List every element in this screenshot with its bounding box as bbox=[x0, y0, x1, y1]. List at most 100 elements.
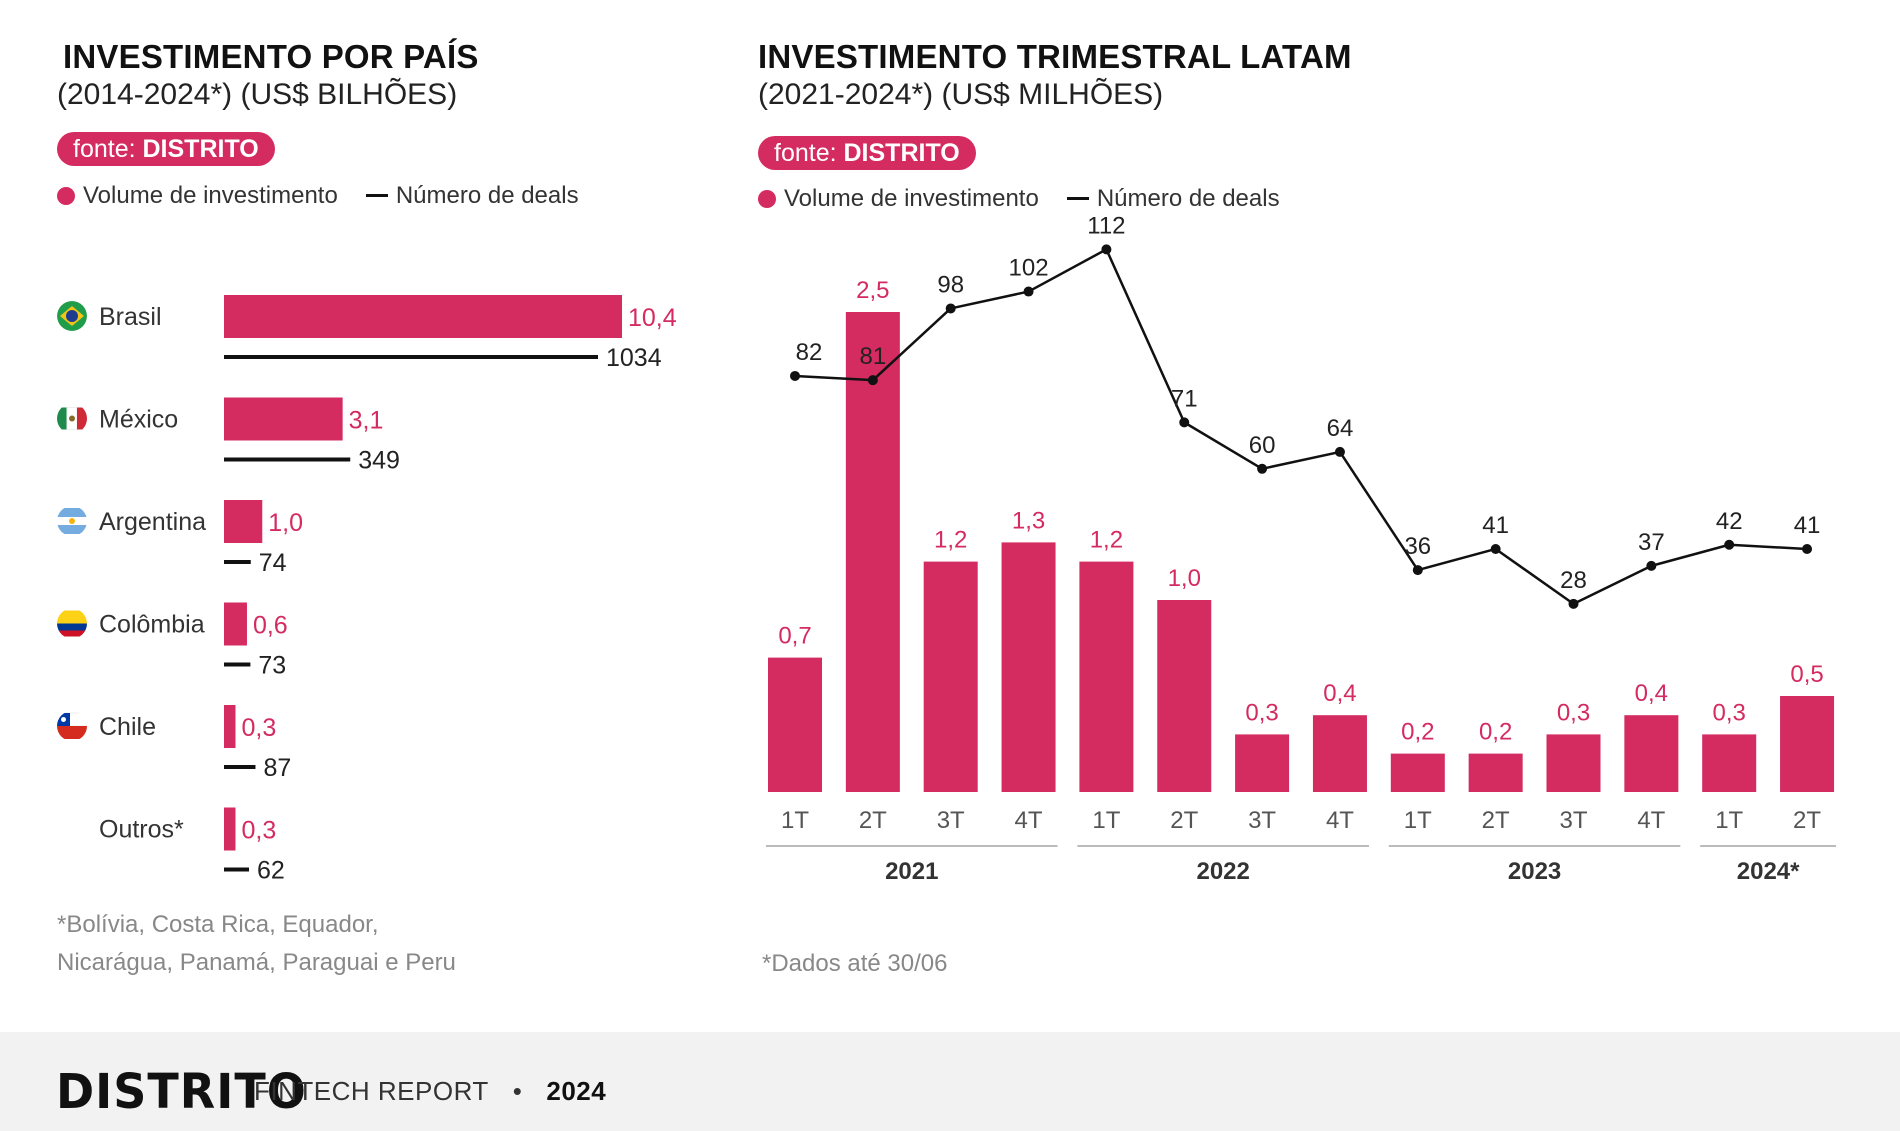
flag-globe bbox=[66, 310, 78, 322]
quarter-volume-label: 0,3 bbox=[1245, 699, 1278, 726]
deals-point bbox=[945, 303, 956, 314]
quarter-volume-label: 1,3 bbox=[1012, 507, 1045, 534]
quarter-volume-label: 0,2 bbox=[1479, 719, 1512, 746]
flag-stripe-blue bbox=[57, 623, 87, 631]
deals-line bbox=[224, 560, 251, 564]
quarter-volume-label: 1,2 bbox=[934, 527, 967, 554]
quarter-tick-label: 4T bbox=[1015, 807, 1043, 834]
deals-value-label: 71 bbox=[1171, 385, 1198, 412]
year-label: 2024* bbox=[1737, 858, 1800, 885]
right-chart-subtitle: (2021-2024*) (US$ MILHÕES) bbox=[758, 78, 1164, 111]
deals-line bbox=[224, 457, 351, 462]
quarter-bar bbox=[1390, 753, 1445, 792]
quarter-tick-label: 1T bbox=[1092, 807, 1120, 834]
deals-point bbox=[1334, 446, 1345, 457]
deals-value-label: 41 bbox=[1482, 512, 1509, 539]
source-prefix: fonte: bbox=[73, 135, 143, 163]
flag-sun bbox=[69, 518, 75, 524]
country-label: Brasil bbox=[99, 303, 162, 331]
volume-value-label: 0,6 bbox=[253, 612, 288, 640]
quarter-volume-label: 0,4 bbox=[1323, 680, 1356, 707]
deals-value-label: 81 bbox=[859, 343, 886, 370]
source-name: DISTRITO bbox=[142, 135, 259, 163]
deals-value-label: 62 bbox=[257, 857, 285, 885]
quarter-volume-label: 0,7 bbox=[778, 623, 811, 650]
quarter-bar bbox=[1235, 734, 1290, 792]
quarter-volume-label: 0,2 bbox=[1401, 719, 1434, 746]
deals-value-label: 37 bbox=[1638, 529, 1665, 556]
quarter-tick-label: 4T bbox=[1326, 807, 1354, 834]
legend-volume-label: Volume de investimento bbox=[784, 185, 1039, 212]
quarter-tick-label: 2T bbox=[859, 807, 887, 834]
legend-deals-label: Número de deals bbox=[1096, 185, 1280, 212]
volume-value-label: 1,0 bbox=[268, 509, 303, 537]
deals-value-label: 82 bbox=[796, 339, 823, 366]
flag-star bbox=[61, 717, 66, 722]
quarter-tick-label: 3T bbox=[1559, 807, 1587, 834]
deals-point bbox=[1101, 244, 1112, 255]
deals-value-label: 102 bbox=[1009, 255, 1049, 282]
colombia-flag-icon bbox=[57, 610, 87, 637]
quarterly-chart: 0,7 1T 2,5 2T 1,2 3T 1,3 4T 1,2 1T 1,0 2T 0,3 3T 0,4 4T… bbox=[766, 212, 1837, 885]
deals-point bbox=[790, 370, 800, 381]
deals-value-label: 64 bbox=[1327, 415, 1354, 442]
left-chart-title: INVESTIMENTO POR PAÍS bbox=[63, 38, 479, 75]
volume-bar bbox=[224, 807, 236, 851]
quarter-tick-label: 1T bbox=[1715, 807, 1743, 834]
legend-line-icon bbox=[365, 194, 388, 197]
quarter-volume-label: 0,4 bbox=[1635, 680, 1668, 707]
quarter-bar bbox=[1702, 734, 1757, 792]
flag-stripe-red bbox=[57, 726, 87, 739]
year-label: 2022 bbox=[1196, 858, 1249, 885]
country-label: Chile bbox=[99, 713, 156, 741]
deals-point bbox=[1646, 560, 1657, 571]
deals-value-label: 36 bbox=[1404, 533, 1431, 560]
footer-year: 2024 bbox=[546, 1076, 607, 1106]
quarter-tick-label: 3T bbox=[1248, 807, 1276, 834]
quarter-tick-label: 4T bbox=[1637, 807, 1665, 834]
footer-separator: • bbox=[512, 1076, 523, 1106]
deals-line bbox=[224, 355, 598, 359]
distrito-logo: DISTRITO bbox=[56, 1062, 307, 1120]
volume-bar bbox=[224, 295, 622, 338]
year-label: 2021 bbox=[885, 858, 938, 885]
flag-stripe-green bbox=[57, 407, 67, 430]
deals-value-label: 74 bbox=[259, 549, 287, 577]
left-legend: Volume de investimento Número de deals bbox=[57, 182, 579, 210]
deals-value-label: 112 bbox=[1087, 212, 1125, 239]
flag-stripe-bottom bbox=[57, 525, 87, 534]
quarter-volume-label: 2,5 bbox=[856, 277, 889, 304]
volume-bar bbox=[224, 397, 343, 441]
quarter-volume-label: 1,2 bbox=[1090, 527, 1123, 554]
quarter-bar bbox=[768, 657, 822, 792]
flag-emblem bbox=[69, 415, 75, 422]
deals-value-label: 1034 bbox=[606, 344, 662, 372]
deals-point bbox=[1490, 543, 1501, 554]
quarter-bar bbox=[845, 312, 900, 792]
quarter-bar bbox=[1546, 734, 1601, 792]
right-source-badge: fonte: DISTRITO bbox=[758, 136, 976, 170]
country-label: México bbox=[99, 406, 178, 434]
quarter-bar bbox=[1001, 542, 1056, 792]
deals-point bbox=[1724, 539, 1735, 550]
flag-stripe-red bbox=[57, 630, 87, 637]
left-source-badge: fonte: DISTRITO bbox=[57, 132, 275, 166]
source-name: DISTRITO bbox=[843, 139, 960, 167]
deals-series-line bbox=[794, 248, 1808, 606]
quarter-tick-label: 1T bbox=[781, 807, 809, 834]
deals-point bbox=[1023, 286, 1034, 297]
quarter-tick-label: 2T bbox=[1482, 807, 1510, 834]
quarter-bar bbox=[1780, 696, 1835, 792]
quarter-tick-label: 2T bbox=[1170, 807, 1198, 834]
left-footnote: *Bolívia, Costa Rica, Equador, Nicarágua,… bbox=[57, 906, 456, 982]
footer-report-label: FINTECH REPORT bbox=[254, 1076, 489, 1106]
deals-point bbox=[1412, 565, 1423, 576]
chile-flag-icon bbox=[57, 712, 87, 739]
volume-value-label: 0,3 bbox=[241, 817, 276, 845]
quarter-tick-label: 1T bbox=[1404, 807, 1432, 834]
volume-bar bbox=[224, 602, 247, 646]
quarter-volume-label: 0,3 bbox=[1557, 699, 1590, 726]
quarter-volume-label: 0,5 bbox=[1790, 661, 1823, 688]
year-label: 2023 bbox=[1508, 858, 1561, 885]
deals-line bbox=[224, 765, 256, 769]
